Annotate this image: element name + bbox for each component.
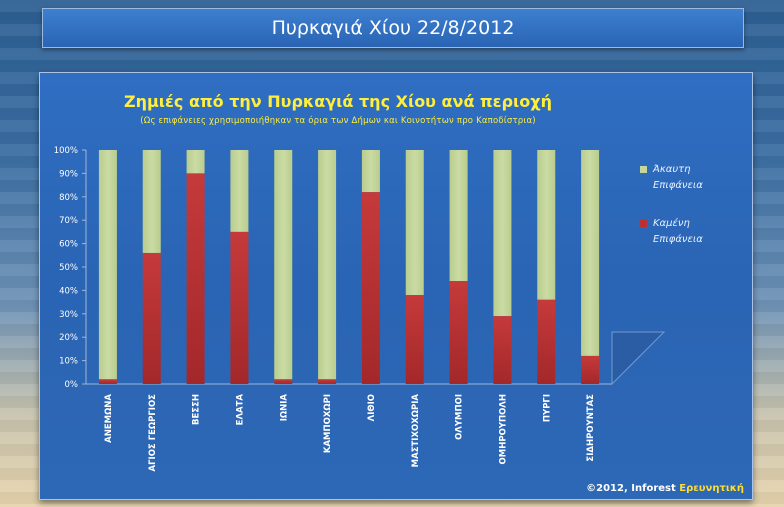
legend-item-burned: Καμένη Επιφάνεια: [640, 216, 733, 248]
legend-item-unburned: Άκαυτη Επιφάνεια: [640, 162, 733, 194]
y-tick-label: 50%: [59, 263, 78, 273]
y-tick-label: 70%: [59, 216, 78, 226]
legend-label-burned: Καμένη Επιφάνεια: [653, 218, 703, 245]
x-tick-label: ΑΓΙΟΣ ΓΕΩΡΓΙΟΣ: [148, 394, 158, 472]
y-tick-label: 20%: [59, 333, 78, 343]
legend-swatch-burned: [640, 220, 647, 227]
legend-swatch-unburned: [640, 166, 647, 173]
chart-subtitle: (Ως επιφάνειες χρησιμοποιήθηκαν τα όρια …: [140, 116, 536, 126]
x-tick-label: ΙΩΝΙΑ: [279, 394, 289, 422]
bar-unburned: [142, 150, 161, 253]
bar-burned: [537, 299, 556, 384]
bar-burned: [142, 252, 161, 384]
copyright-brand: Ερευνητική: [679, 483, 744, 494]
x-tick-label: ΛΙΘΙΟ: [367, 394, 377, 421]
bar-unburned: [449, 150, 468, 282]
y-tick-label: 60%: [59, 240, 78, 250]
y-tick-label: 10%: [59, 357, 78, 367]
y-tick-label: 30%: [59, 310, 78, 320]
bar-burned: [230, 231, 249, 384]
bar-burned: [98, 379, 117, 384]
copyright-prefix: ©2012, Inforest: [586, 483, 680, 494]
y-tick-label: 90%: [59, 169, 78, 179]
bar-unburned: [493, 150, 512, 317]
bar-burned: [318, 379, 337, 384]
x-tick-label: ΟΛΥΜΠΟΙ: [455, 394, 465, 440]
decorative-triangle: [611, 331, 666, 386]
bar-burned: [581, 355, 600, 384]
bar-burned: [493, 316, 512, 384]
y-tick-label: 0%: [65, 380, 79, 390]
bar-unburned: [581, 150, 600, 356]
x-tick-label: ΜΑΣΤΙΧΟΧΩΡΙΑ: [411, 394, 421, 468]
bar-unburned: [405, 150, 424, 296]
x-tick-label: ΚΑΜΠΟΧΩΡΙ: [323, 394, 333, 453]
x-tick-label: ΟΜΗΡΟΥΠΟΛΗ: [498, 394, 508, 464]
bar-unburned: [274, 150, 293, 380]
chart-title: Ζημιές από την Πυρκαγιά της Χίου ανά περ…: [124, 92, 552, 111]
bar-unburned: [186, 150, 205, 174]
bar-unburned: [98, 150, 117, 380]
copyright-text: ©2012, Inforest Ερευνητική: [586, 483, 744, 494]
bar-burned: [405, 295, 424, 384]
bar-burned: [274, 379, 293, 384]
bar-unburned: [537, 150, 556, 300]
x-tick-label: ΑΝΕΜΩΝΑ: [104, 394, 114, 443]
x-tick-label: ΕΛΑΤΑ: [235, 394, 245, 426]
bar-burned: [449, 281, 468, 384]
y-tick-label: 80%: [59, 193, 78, 203]
bar-burned: [361, 192, 380, 384]
y-tick-label: 40%: [59, 286, 78, 296]
bar-burned: [186, 173, 205, 384]
bar-unburned: [230, 150, 249, 232]
bar-unburned: [318, 150, 337, 380]
page-title: Πυρκαγιά Χίου 22/8/2012: [42, 8, 744, 48]
x-tick-label: ΠΥΡΓΙ: [542, 394, 552, 422]
x-tick-label: ΣΙΔΗΡΟΥΝΤΑΣ: [586, 394, 596, 462]
x-tick-label: ΒΕΣΣΗ: [192, 394, 202, 425]
bar-unburned: [361, 150, 380, 193]
y-tick-label: 100%: [54, 146, 78, 156]
legend-label-unburned: Άκαυτη Επιφάνεια: [653, 164, 703, 191]
